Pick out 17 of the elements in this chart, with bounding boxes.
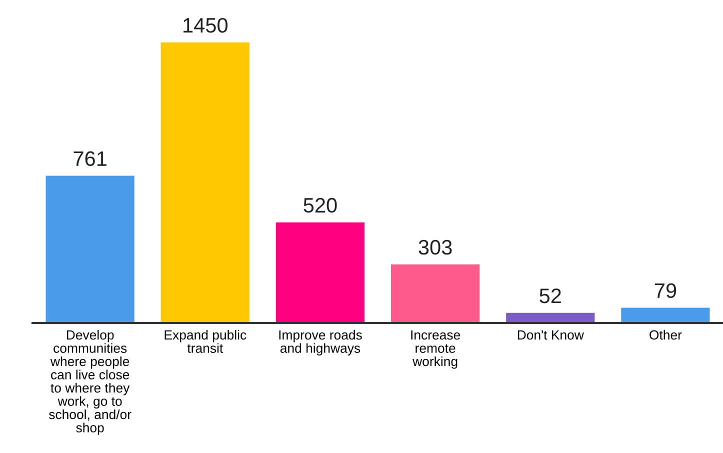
data-label: 1450 xyxy=(184,18,228,33)
bar xyxy=(160,42,250,323)
x-tick-label: Other xyxy=(650,330,682,340)
x-tick-label: Increase remote working xyxy=(411,330,460,369)
x-tick-label: Don't Know xyxy=(518,330,584,340)
data-label: 303 xyxy=(418,240,452,255)
bar xyxy=(46,176,134,323)
bar xyxy=(276,222,365,323)
data-label: 520 xyxy=(304,198,337,213)
data-label: 79 xyxy=(654,283,676,298)
bar xyxy=(621,308,710,323)
x-tick-label: Expand public transit xyxy=(164,330,246,353)
bar xyxy=(391,264,480,323)
data-label: 761 xyxy=(74,151,106,166)
x-tick-label: Develop communities where people can live close to where they work, go to school, and/or shop xyxy=(49,330,132,436)
x-tick-label: Improve roads and highways xyxy=(279,330,362,356)
data-label: 52 xyxy=(540,288,561,304)
